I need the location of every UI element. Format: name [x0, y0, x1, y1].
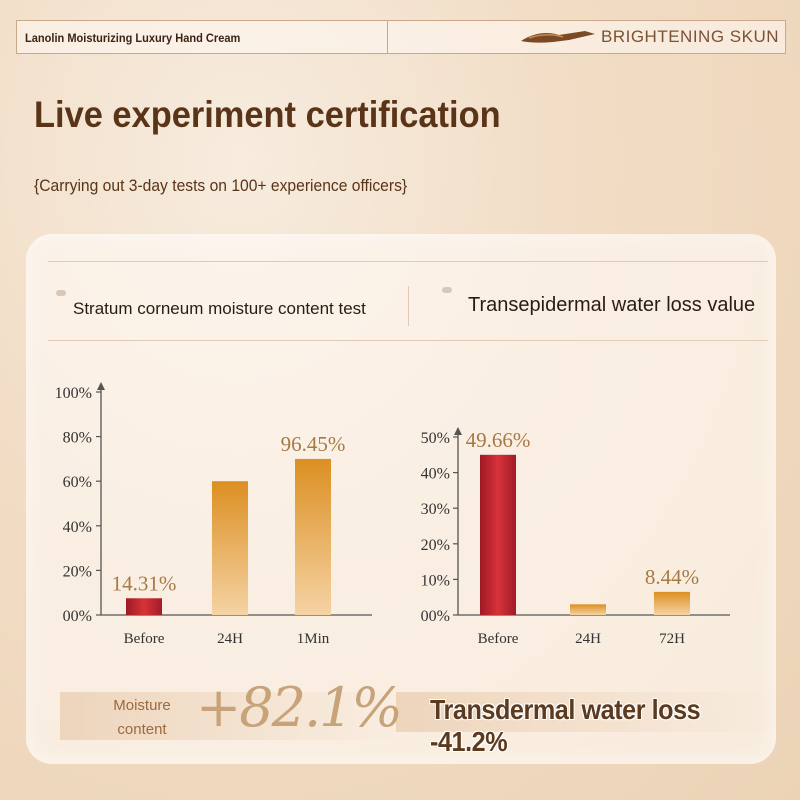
card-header-divider: [48, 340, 768, 341]
bar-72h: [654, 591, 690, 615]
bar-24h: [570, 604, 606, 615]
product-name: Lanolin Moisturizing Luxury Hand Cream: [25, 31, 241, 45]
right-panel-dot: [442, 287, 452, 293]
x-tick-label: Before: [124, 631, 165, 647]
x-tick-label: 1Min: [297, 631, 330, 647]
card-column-divider: [408, 286, 409, 326]
header-bar: Lanolin Moisturizing Luxury Hand Cream B…: [16, 20, 786, 54]
y-tick-label: 10%: [421, 572, 450, 589]
hand-logo-icon: [521, 31, 595, 43]
y-tick-label: 80%: [63, 430, 92, 447]
data-label: 49.66%: [466, 428, 531, 452]
moisture-summary-bg: [60, 692, 400, 740]
y-tick-label: 40%: [421, 466, 450, 483]
data-label: 14.31%: [112, 571, 177, 595]
x-tick-label: 24H: [217, 631, 243, 647]
data-label: 8.44%: [645, 565, 699, 589]
bar-before: [126, 598, 162, 615]
x-tick-label: 24H: [575, 631, 601, 647]
water-loss-summary-bg: [396, 692, 776, 732]
y-axis-arrow: [97, 382, 105, 390]
y-tick-label: 100%: [55, 385, 92, 402]
bar-1min: [295, 458, 331, 615]
card-top-divider: [48, 261, 768, 262]
moisture-summary-value: +82.1%: [196, 676, 403, 739]
page-subtitle: {Carrying out 3-day tests on 100+ experi…: [34, 176, 408, 195]
chart-1-title: Stratum corneum moisture content test: [73, 299, 366, 318]
bar-24h: [212, 481, 248, 615]
y-tick-label: 20%: [63, 563, 92, 580]
y-tick-label: 00%: [421, 608, 450, 625]
bar-before: [480, 454, 516, 615]
water-loss-summary: Transdermal water loss -41.2%: [430, 694, 701, 757]
chart-2-title: Transepidermal water loss value: [468, 294, 756, 316]
moisture-label-line2: content: [117, 721, 167, 738]
moisture-label-line1: Moisture: [113, 697, 171, 714]
page-title: Live experiment certification: [34, 94, 501, 135]
header-divider: [387, 21, 388, 53]
x-tick-label: 72H: [659, 631, 685, 647]
y-axis-arrow: [454, 427, 462, 435]
y-tick-label: 50%: [421, 430, 450, 447]
y-tick-label: 30%: [421, 501, 450, 518]
left-panel-dot: [56, 290, 66, 296]
y-tick-label: 00%: [63, 608, 92, 625]
brand-name: BRIGHTENING SKUN: [601, 27, 780, 46]
moisture-summary-label: Moisture content: [104, 694, 180, 742]
y-tick-label: 40%: [63, 519, 92, 536]
y-tick-label: 60%: [63, 474, 92, 491]
results-card: [26, 234, 776, 764]
y-tick-label: 20%: [421, 537, 450, 554]
x-tick-label: Before: [478, 631, 519, 647]
data-label: 96.45%: [281, 432, 346, 456]
